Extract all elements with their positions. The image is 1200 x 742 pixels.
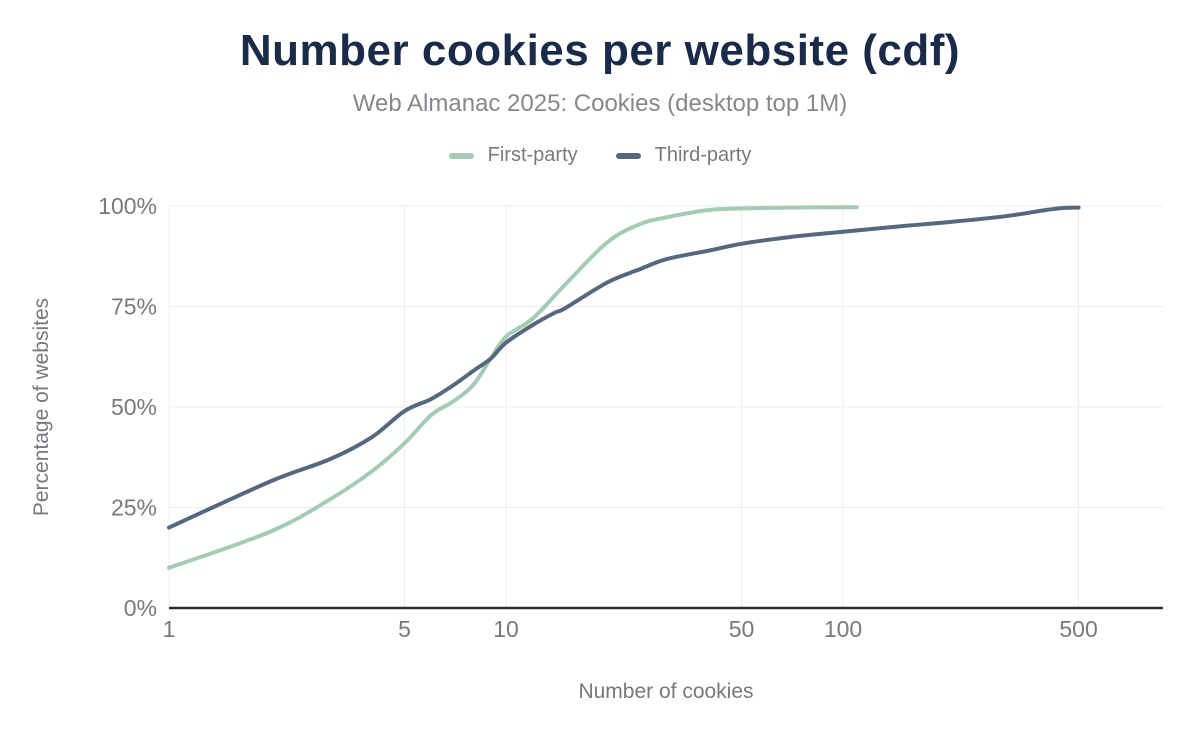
- third-party-swatch-icon: [615, 152, 641, 159]
- y-axis-title: Percentage of websites: [30, 298, 53, 516]
- y-tick-label-25: 25%: [111, 495, 157, 521]
- y-tick-label-75: 75%: [111, 294, 157, 320]
- first-party-swatch-icon: [448, 152, 474, 159]
- x-tick-label-100: 100: [824, 616, 862, 642]
- x-tick-label-10: 10: [493, 616, 519, 642]
- y-tick-label-50: 50%: [111, 394, 157, 420]
- x-tick-label-50: 50: [729, 616, 755, 642]
- x-tick-label-500: 500: [1059, 616, 1097, 642]
- x-tick-label-1: 1: [163, 616, 176, 642]
- chart-title: Number cookies per website (cdf): [239, 26, 961, 75]
- x-tick-label-5: 5: [398, 616, 411, 642]
- x-axis-title: Number of cookies: [578, 680, 753, 703]
- third-party-line[interactable]: [167, 205, 1081, 530]
- legend-item-first-party: First-party: [448, 144, 578, 167]
- legend-label-first-party: First-party: [487, 144, 578, 166]
- legend-label-third-party: Third-party: [654, 144, 752, 166]
- legend-item-third-party: Third-party: [615, 144, 752, 167]
- first-party-line[interactable]: [167, 205, 859, 570]
- y-tick-label-100: 100%: [98, 193, 157, 219]
- legend: First-party Third-party: [0, 144, 1200, 167]
- y-tick-label-0: 0%: [124, 595, 157, 621]
- chart-subtitle: Web Almanac 2025: Cookies (desktop top 1…: [352, 90, 848, 117]
